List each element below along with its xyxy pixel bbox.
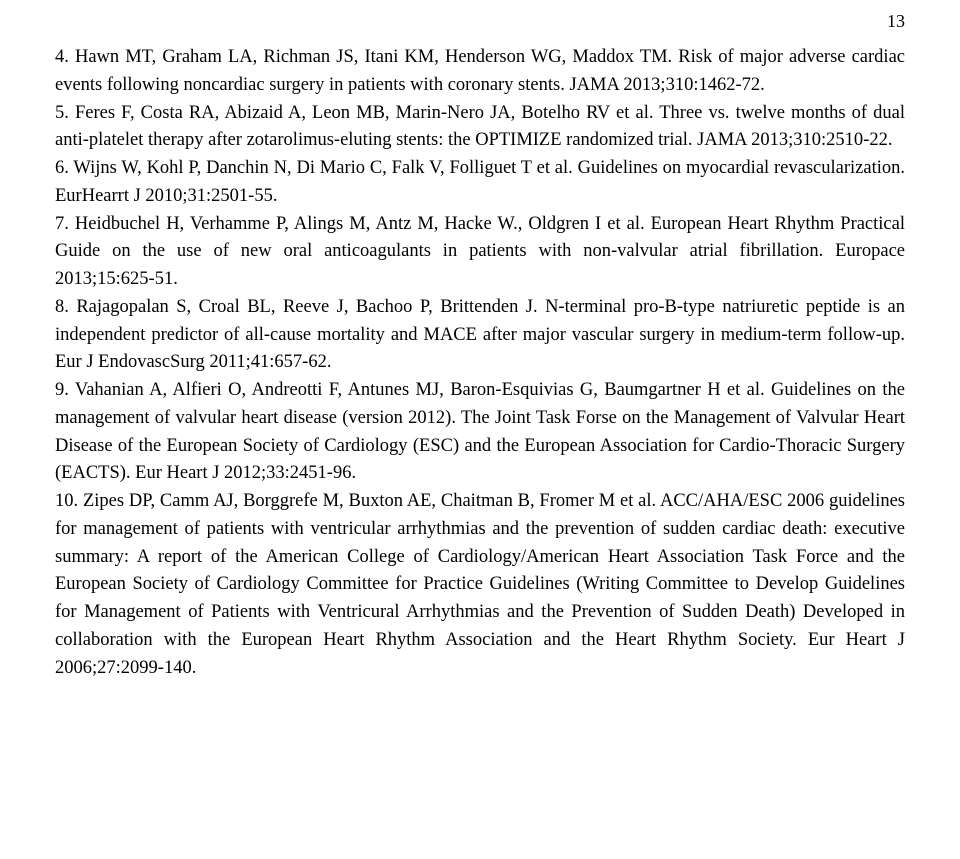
page-number: 13 (887, 8, 905, 35)
reference-item: 5. Feres F, Costa RA, Abizaid A, Leon MB… (55, 100, 905, 156)
reference-item: 10. Zipes DP, Camm AJ, Borggrefe M, Buxt… (55, 488, 905, 682)
reference-item: 9. Vahanian A, Alfieri O, Andreotti F, A… (55, 377, 905, 488)
references-block: 4. Hawn MT, Graham LA, Richman JS, Itani… (55, 44, 905, 682)
reference-item: 6. Wijns W, Kohl P, Danchin N, Di Mario … (55, 155, 905, 211)
reference-item: 7. Heidbuchel H, Verhamme P, Alings M, A… (55, 211, 905, 294)
reference-item: 4. Hawn MT, Graham LA, Richman JS, Itani… (55, 44, 905, 100)
reference-item: 8. Rajagopalan S, Croal BL, Reeve J, Bac… (55, 294, 905, 377)
